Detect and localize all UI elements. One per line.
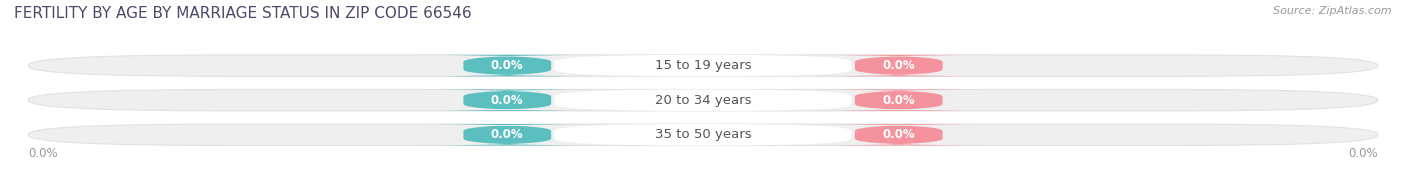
Text: 0.0%: 0.0% [883,94,915,107]
FancyBboxPatch shape [28,124,1378,145]
FancyBboxPatch shape [554,124,852,145]
FancyBboxPatch shape [807,124,990,145]
Text: 35 to 50 years: 35 to 50 years [655,128,751,141]
FancyBboxPatch shape [416,89,599,111]
FancyBboxPatch shape [554,89,852,111]
Text: FERTILITY BY AGE BY MARRIAGE STATUS IN ZIP CODE 66546: FERTILITY BY AGE BY MARRIAGE STATUS IN Z… [14,6,471,21]
FancyBboxPatch shape [554,55,852,76]
Text: 0.0%: 0.0% [491,94,523,107]
FancyBboxPatch shape [416,55,599,76]
FancyBboxPatch shape [807,89,990,111]
Text: 15 to 19 years: 15 to 19 years [655,59,751,72]
Text: 0.0%: 0.0% [491,59,523,72]
Text: 0.0%: 0.0% [491,128,523,141]
Text: 0.0%: 0.0% [28,147,58,160]
FancyBboxPatch shape [28,55,1378,76]
FancyBboxPatch shape [416,124,599,145]
Text: Source: ZipAtlas.com: Source: ZipAtlas.com [1274,6,1392,16]
Text: 0.0%: 0.0% [883,59,915,72]
FancyBboxPatch shape [28,89,1378,111]
Text: 0.0%: 0.0% [1348,147,1378,160]
Text: 20 to 34 years: 20 to 34 years [655,94,751,107]
FancyBboxPatch shape [807,55,990,76]
Text: 0.0%: 0.0% [883,128,915,141]
